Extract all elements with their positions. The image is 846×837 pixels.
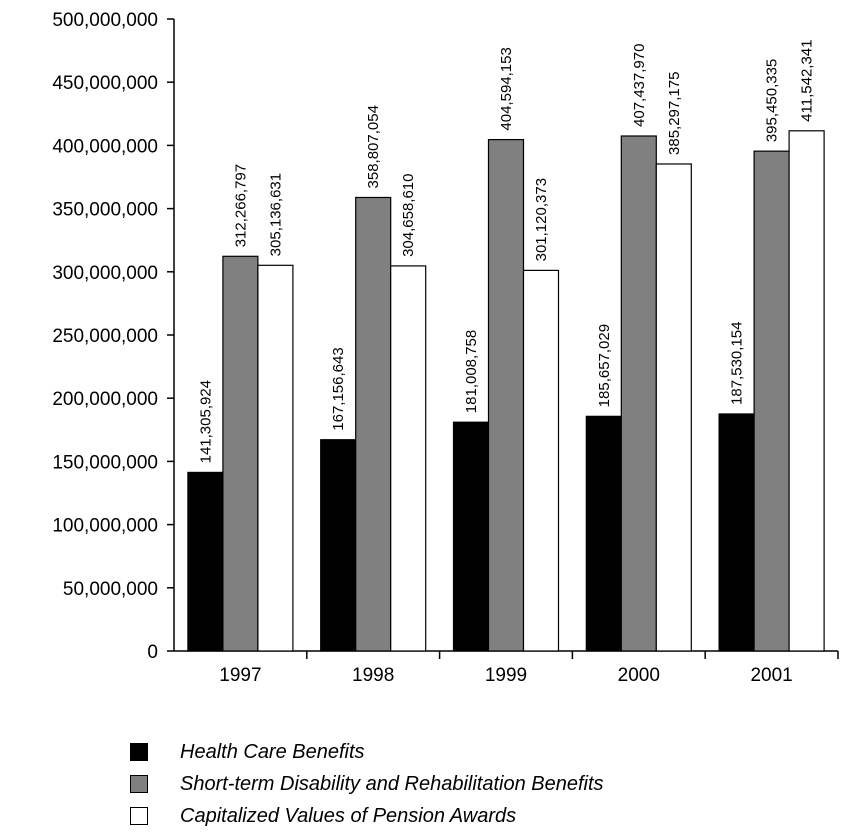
data-label: 411,542,341 <box>799 39 816 121</box>
data-label: 167,156,643 <box>330 347 347 430</box>
y-tick-label: 350,000,000 <box>52 200 158 221</box>
data-label: 185,657,029 <box>596 324 613 407</box>
data-label: 141,305,924 <box>197 380 214 463</box>
y-tick-label: 250,000,000 <box>52 326 158 347</box>
bar <box>788 130 825 652</box>
y-tick-label: 300,000,000 <box>52 263 158 284</box>
legend-swatch-short-term-disability <box>130 775 148 793</box>
legend-item-health-care: Health Care Benefits <box>130 736 604 768</box>
y-tick-label: 0 <box>147 642 158 663</box>
bar <box>257 264 294 652</box>
legend: Health Care Benefits Short-term Disabili… <box>130 736 604 832</box>
x-tick-label: 1998 <box>352 665 394 686</box>
x-tick-label: 2001 <box>750 665 792 686</box>
legend-label-health-care: Health Care Benefits <box>180 740 365 763</box>
bar <box>718 413 755 652</box>
x-axis: 1997 1998 1999 2000 2001 <box>174 650 839 686</box>
y-tick-label: 400,000,000 <box>52 136 158 157</box>
bar <box>753 150 790 652</box>
x-tick-label: 2000 <box>618 665 660 686</box>
bar <box>452 421 490 652</box>
y-tick-label: 500,000,000 <box>52 10 158 31</box>
y-tick-label: 450,000,000 <box>52 73 158 94</box>
y-tick-label: 200,000,000 <box>52 389 158 410</box>
legend-swatch-health-care <box>130 743 148 761</box>
data-label: 305,136,631 <box>267 173 284 256</box>
x-tick-label: 1999 <box>485 665 527 686</box>
legend-label-short-term-disability: Short-term Disability and Rehabilitation… <box>180 772 604 795</box>
legend-label-pension-awards: Capitalized Values of Pension Awards <box>180 804 517 827</box>
x-tick-label: 1997 <box>219 665 261 686</box>
bar <box>522 269 560 652</box>
data-label: 385,297,175 <box>666 72 683 155</box>
legend-item-short-term-disability: Short-term Disability and Rehabilitation… <box>130 768 604 800</box>
bar <box>390 265 427 652</box>
y-axis: 0 50,000,000 100,000,000 150,000,000 200,000… <box>52 10 175 663</box>
y-tick-label: 50,000,000 <box>63 579 158 600</box>
data-label: 187,530,154 <box>729 322 746 405</box>
bar <box>320 439 357 652</box>
data-label: 301,120,373 <box>533 178 550 261</box>
legend-item-pension-awards: Capitalized Values of Pension Awards <box>130 800 604 832</box>
data-label: 181,008,758 <box>463 330 480 413</box>
bar <box>187 471 224 652</box>
data-label: 404,594,153 <box>498 47 515 130</box>
y-tick-label: 100,000,000 <box>52 516 158 537</box>
bar <box>655 163 692 652</box>
data-label: 312,266,797 <box>232 164 249 247</box>
data-label: 395,450,335 <box>764 59 781 142</box>
bar <box>222 255 259 652</box>
bar <box>620 135 657 652</box>
bar-chart: 0 50,000,000 100,000,000 150,000,000 200,000… <box>52 10 839 686</box>
legend-swatch-pension-awards <box>130 807 148 825</box>
bar <box>487 138 525 652</box>
bars <box>187 130 825 652</box>
data-label: 304,658,610 <box>400 173 417 256</box>
data-label: 358,807,054 <box>365 105 382 188</box>
bar <box>355 196 392 652</box>
data-labels: 141,305,924 312,266,797 305,136,631 167,156… <box>197 39 815 463</box>
y-tick-label: 150,000,000 <box>52 452 158 473</box>
bar <box>585 415 622 652</box>
data-label: 407,437,970 <box>631 44 648 127</box>
